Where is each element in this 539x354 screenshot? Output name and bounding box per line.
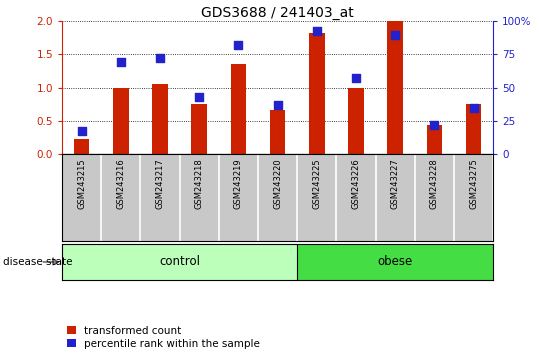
- Point: [77, 129, 86, 134]
- Bar: [348, 88, 364, 154]
- Point: [116, 59, 125, 65]
- Point: [351, 75, 360, 81]
- Text: GSM243218: GSM243218: [195, 158, 204, 209]
- Text: control: control: [159, 256, 200, 268]
- Point: [234, 42, 243, 48]
- Text: disease state: disease state: [3, 257, 72, 267]
- Bar: [152, 84, 168, 154]
- Point: [391, 32, 399, 37]
- Bar: [309, 33, 324, 154]
- Text: GSM243219: GSM243219: [234, 158, 243, 209]
- Bar: [191, 104, 207, 154]
- Bar: [231, 64, 246, 154]
- Bar: [388, 21, 403, 154]
- Bar: [466, 104, 481, 154]
- Point: [273, 102, 282, 108]
- Text: GSM243216: GSM243216: [116, 158, 125, 209]
- Bar: [113, 88, 129, 154]
- Text: GSM243227: GSM243227: [391, 158, 400, 209]
- Text: obese: obese: [377, 256, 413, 268]
- Point: [430, 122, 439, 128]
- Point: [313, 28, 321, 33]
- Text: GSM243226: GSM243226: [351, 158, 361, 209]
- Title: GDS3688 / 241403_at: GDS3688 / 241403_at: [201, 6, 354, 20]
- Bar: [62, 244, 297, 280]
- Point: [469, 105, 478, 110]
- Bar: [74, 139, 89, 154]
- Text: GSM243220: GSM243220: [273, 158, 282, 209]
- Point: [195, 94, 204, 100]
- Text: GSM243228: GSM243228: [430, 158, 439, 209]
- Bar: [297, 244, 493, 280]
- Bar: [270, 109, 286, 154]
- Text: GSM243225: GSM243225: [312, 158, 321, 209]
- Point: [156, 56, 164, 61]
- Text: GSM243275: GSM243275: [469, 158, 478, 209]
- Bar: [426, 125, 442, 154]
- Legend: transformed count, percentile rank within the sample: transformed count, percentile rank withi…: [67, 326, 260, 349]
- Text: GSM243215: GSM243215: [77, 158, 86, 209]
- Text: GSM243217: GSM243217: [155, 158, 164, 209]
